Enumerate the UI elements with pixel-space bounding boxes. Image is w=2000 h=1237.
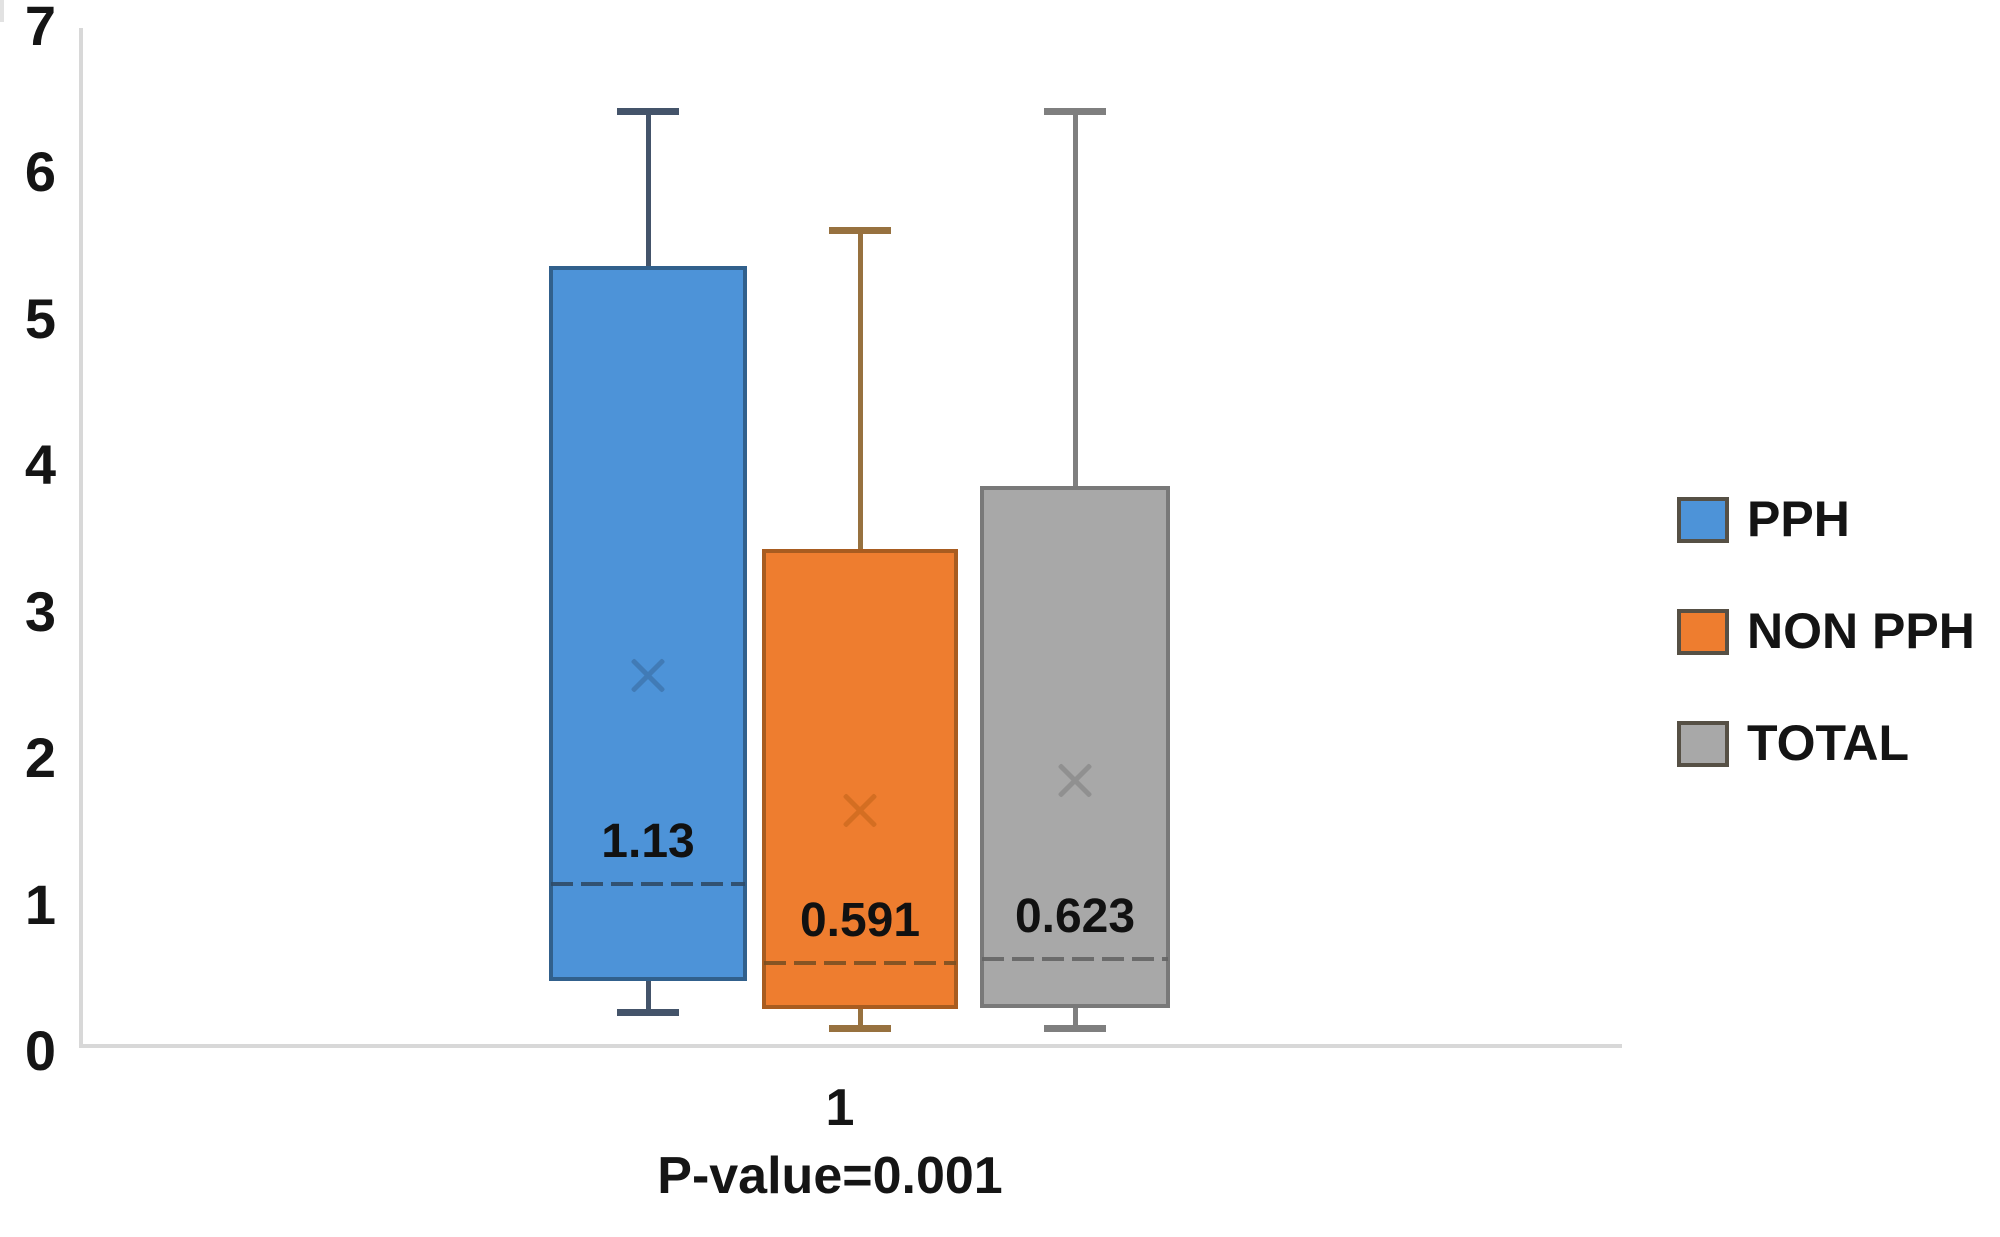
y-axis-tick-label: 7 (24, 0, 56, 57)
y-axis-tick-label: 5 (24, 286, 56, 350)
x-axis-line (79, 1044, 1622, 1048)
whisker-upper-cap (1044, 107, 1106, 115)
median-line (982, 956, 1168, 961)
whisker-upper-cap (617, 107, 679, 115)
whisker-upper-cap (829, 226, 891, 234)
legend-label: NON PPH (1747, 603, 1975, 659)
legend-swatch (1677, 497, 1729, 543)
whisker-upper-line (1072, 110, 1078, 486)
legend-swatch (1677, 721, 1729, 767)
y-axis-tick-label: 3 (24, 579, 56, 643)
y-axis-line (79, 28, 83, 1047)
box-total (980, 485, 1170, 1008)
mean-marker (1051, 758, 1099, 802)
whisker-lower-cap (829, 1025, 891, 1033)
box-non-pph (762, 548, 958, 1009)
legend-label: TOTAL (1747, 715, 1910, 771)
whisker-upper-line (645, 110, 651, 267)
whisker-lower-line (1072, 1007, 1078, 1028)
y-axis-tick-label: 6 (24, 140, 56, 203)
whisker-lower-line (857, 1008, 863, 1028)
x-axis-tick (0, 0, 4, 22)
median-line (764, 961, 956, 966)
y-axis-tick-label: 4 (24, 433, 56, 496)
median-line (551, 882, 745, 887)
mean-marker (624, 653, 672, 697)
y-axis-tick-label: 1 (24, 872, 56, 936)
x-axis-category-label: 1 (825, 1079, 855, 1137)
median-value-label: 1.13 (601, 815, 695, 869)
median-value-label: 0.591 (799, 894, 921, 948)
mean-marker (836, 788, 884, 832)
whisker-lower-line (645, 981, 651, 1012)
y-axis-tick-label: 0 (24, 1019, 56, 1082)
median-value-label: 0.623 (1014, 889, 1136, 943)
whisker-upper-line (857, 229, 863, 549)
legend-label: PPH (1747, 491, 1850, 547)
whisker-lower-cap (1044, 1025, 1106, 1033)
legend-swatch (1677, 609, 1729, 655)
y-axis-tick-label: 2 (24, 726, 56, 789)
box-pph (549, 266, 747, 982)
whisker-lower-cap (617, 1008, 679, 1016)
p-value-annotation: P-value=0.001 (657, 1147, 1003, 1205)
